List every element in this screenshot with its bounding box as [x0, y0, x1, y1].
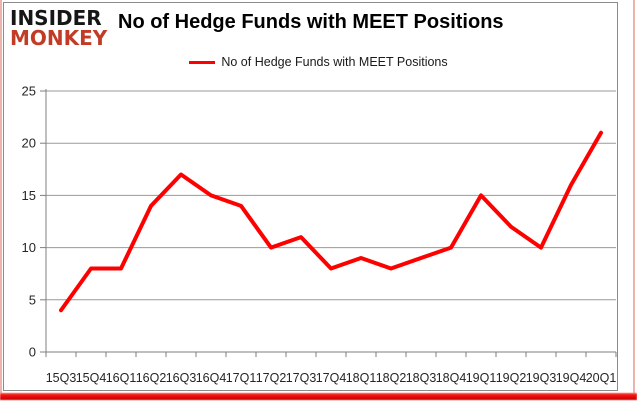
- left-border-accent: [0, 0, 2, 393]
- right-border-accent: [633, 0, 635, 393]
- legend-series-label: No of Hedge Funds with MEET Positions: [221, 55, 448, 69]
- bottom-red-bar: [0, 393, 637, 400]
- logo-text-insider: INSIDER: [10, 6, 102, 30]
- chart-title: No of Hedge Funds with MEET Positions: [118, 11, 504, 33]
- insider-monkey-logo: INSIDER MONKEY: [10, 6, 108, 50]
- legend-line-marker: [189, 60, 216, 64]
- logo-text-monkey: MONKEY: [10, 25, 108, 50]
- legend: No of Hedge Funds with MEET Positions: [0, 54, 637, 70]
